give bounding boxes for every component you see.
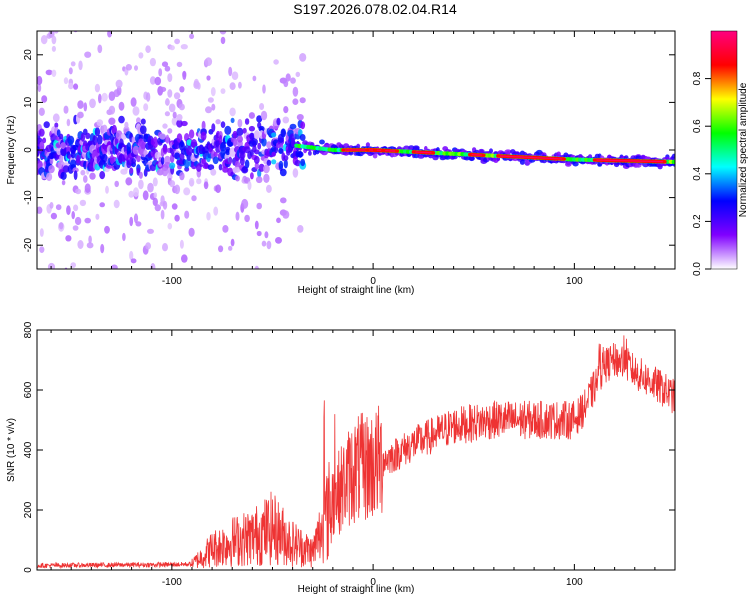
chart-title: S197.2026.078.02.04.R14 xyxy=(293,1,457,17)
colorbar-tick-label: 0.8 xyxy=(692,71,703,85)
x-tick-label: -100 xyxy=(162,276,182,287)
y-tick-label: 10 xyxy=(23,96,34,108)
y-tick-label: 0 xyxy=(23,567,34,573)
colorbar: 0.0 0.2 0.4 0.6 0.8 Normalized spectral ampl… xyxy=(692,30,749,276)
y-tick-label: 20 xyxy=(23,49,34,61)
y-tick-label: 400 xyxy=(23,441,34,458)
y-tick-label: -10 xyxy=(23,190,34,205)
y-tick-label: 200 xyxy=(23,501,34,518)
colorbar-tick-label: 0.2 xyxy=(692,214,703,228)
x-tick-label: 0 xyxy=(370,276,376,287)
snr-ylabel: SNR (10 * v/v) xyxy=(6,418,17,482)
y-tick-label: 800 xyxy=(23,321,34,338)
x-tick-label: -100 xyxy=(162,577,182,588)
x-tick-label: 0 xyxy=(370,577,376,588)
snr-xlabel: Height of straight line (km) xyxy=(298,584,415,595)
colorbar-tick-label: 0.6 xyxy=(692,119,703,133)
x-tick-label: 100 xyxy=(566,276,583,287)
x-tick-label: 100 xyxy=(566,577,583,588)
spectrogram-ylabel: Frequency (Hz) xyxy=(6,116,17,185)
colorbar-tick-label: 0.0 xyxy=(692,262,703,276)
snr-ticks: -100 0 100 0 200 400 600 800 xyxy=(23,321,676,588)
colorbar-tick-label: 0.4 xyxy=(692,166,703,180)
snr-plot-area xyxy=(37,335,675,569)
y-tick-label: -20 xyxy=(23,238,34,253)
colorbar-gradient xyxy=(710,30,738,270)
colorbar-ticks: 0.0 0.2 0.4 0.6 0.8 xyxy=(692,71,711,276)
colorbar-label: Normalized spectral amplitude xyxy=(738,82,749,217)
y-tick-label: 0 xyxy=(23,147,34,153)
snr-panel: -100 0 100 0 200 400 600 800 Height of straight… xyxy=(6,321,676,595)
spectrogram-heatmap xyxy=(37,31,675,269)
y-tick-label: 600 xyxy=(23,381,34,398)
spectrogram-xlabel: Height of straight line (km) xyxy=(298,285,415,296)
snr-series-line xyxy=(37,335,675,569)
